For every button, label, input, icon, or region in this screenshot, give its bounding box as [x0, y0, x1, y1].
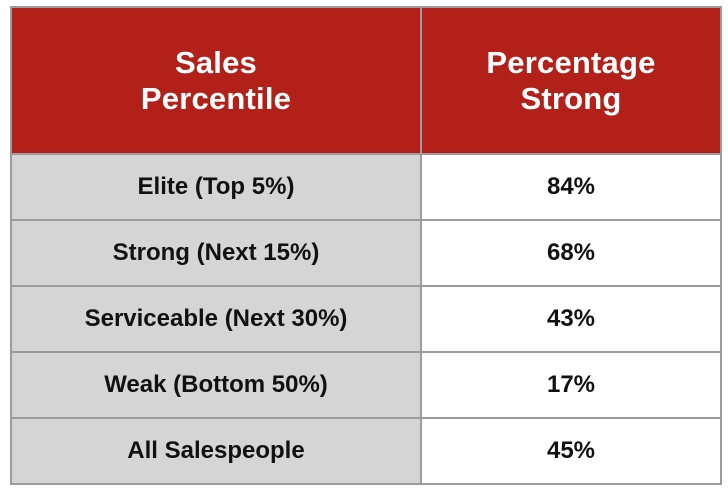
table-row: Serviceable (Next 30%) 43% — [10, 285, 722, 353]
column-header-label: Sales Percentile — [140, 44, 292, 116]
row-value-cell: 17% — [420, 351, 722, 419]
row-label-cell: Elite (Top 5%) — [10, 153, 422, 221]
table-row: Elite (Top 5%) 84% — [10, 153, 722, 221]
column-header-percentage-strong: Percentage Strong — [420, 6, 722, 155]
row-value-cell: 45% — [420, 417, 722, 485]
header-row: Sales Percentile Percentage Strong — [10, 6, 722, 155]
table-row: All Salespeople 45% — [10, 417, 722, 485]
row-label-cell: Strong (Next 15%) — [10, 219, 422, 287]
row-label-cell: Serviceable (Next 30%) — [10, 285, 422, 353]
column-header-label: Percentage Strong — [486, 44, 656, 116]
table-row: Strong (Next 15%) 68% — [10, 219, 722, 287]
row-label-cell: All Salespeople — [10, 417, 422, 485]
column-header-sales-percentile: Sales Percentile — [10, 6, 422, 155]
row-value-cell: 68% — [420, 219, 722, 287]
row-label-cell: Weak (Bottom 50%) — [10, 351, 422, 419]
row-value-cell: 84% — [420, 153, 722, 221]
table-row: Weak (Bottom 50%) 17% — [10, 351, 722, 419]
row-value-cell: 43% — [420, 285, 722, 353]
data-table: Sales Percentile Percentage Strong Elite… — [10, 6, 722, 485]
